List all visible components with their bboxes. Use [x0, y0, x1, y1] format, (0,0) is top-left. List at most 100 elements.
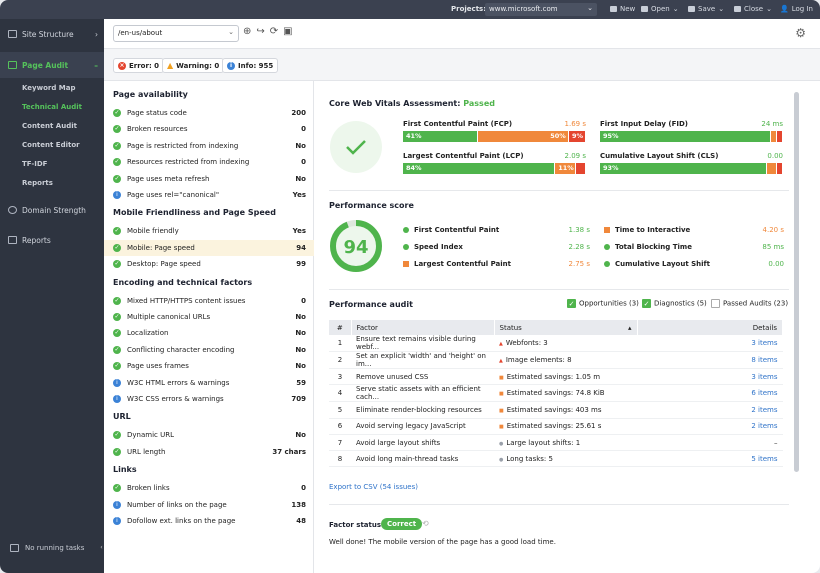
details-link[interactable]: – — [637, 434, 783, 452]
sidebar-item-reports[interactable]: Reports — [0, 227, 104, 253]
factor-label: Page status code — [127, 109, 187, 117]
add-icon[interactable]: ⊕ — [243, 26, 252, 37]
sidebar-item-content-audit[interactable]: Content Audit — [22, 122, 77, 130]
refresh-icon[interactable]: ⟲ — [422, 519, 429, 528]
col-status[interactable]: Status ▴ — [494, 320, 638, 335]
bar-segment: 11% — [555, 163, 575, 174]
factor-row[interactable]: i Number of links on the page 138 — [104, 497, 314, 513]
factor-row[interactable]: ✓ Localization No — [104, 325, 314, 341]
table-row[interactable]: 5 Eliminate render-blocking resources ■ Est… — [329, 401, 783, 419]
checkbox-checked-icon: ✓ — [567, 299, 576, 308]
factor-label: W3C HTML errors & warnings — [127, 378, 230, 387]
gear-icon[interactable]: ⚙ — [795, 26, 806, 40]
factor-row[interactable]: i Page uses rel="canonical" Yes — [104, 187, 314, 203]
new-button[interactable]: New — [610, 5, 635, 13]
bar-segment: 93% — [600, 163, 767, 174]
export-csv-link[interactable]: Export to CSV (54 issues) — [329, 483, 418, 491]
collapse-sidebar-handle[interactable]: ‹ — [98, 539, 105, 557]
details-link[interactable]: 3 items — [637, 368, 783, 386]
check-circle-icon: ✓ — [113, 345, 121, 354]
sidebar-item-tf-idf[interactable]: TF-IDF — [22, 160, 48, 168]
check-circle-icon: ✓ — [113, 362, 121, 371]
factor-row[interactable]: i W3C CSS errors & warnings 709 — [104, 391, 314, 407]
tasks-icon — [10, 544, 19, 552]
details-link[interactable]: 2 items — [637, 401, 783, 419]
passed-audits-checkbox[interactable]: Passed Audits (23) — [711, 299, 788, 308]
cwv-metric-name: First Input Delay (FID) — [600, 120, 689, 128]
opportunities-checkbox[interactable]: ✓ Opportunities (3) — [567, 299, 639, 308]
sidebar-item-page-audit[interactable]: Page Audit – — [0, 52, 104, 78]
factor-label: W3C CSS errors & warnings — [127, 395, 224, 403]
error-count[interactable]: × Error: 0 — [113, 58, 165, 73]
table-row[interactable]: 6 Avoid serving legacy JavaScript ■ Estimat… — [329, 418, 783, 435]
share-icon[interactable]: ↪ — [256, 26, 265, 37]
check-circle-icon: ✓ — [113, 141, 121, 150]
details-link[interactable]: 6 items — [637, 384, 783, 403]
factor-row[interactable]: ✓ Desktop: Page speed 99 — [104, 256, 314, 272]
diagnostics-checkbox[interactable]: ✓ Diagnostics (5) — [642, 299, 707, 308]
factor-row[interactable]: i W3C HTML errors & warnings 59 — [104, 375, 314, 391]
factor-row[interactable]: ✓ Mobile: Page speed 94 — [104, 239, 314, 256]
sidebar-item-technical-audit[interactable]: Technical Audit — [22, 103, 82, 111]
perf-metric-value: 2.75 s — [568, 260, 590, 268]
factor-row[interactable]: ✓ Resources restricted from indexing 0 — [104, 154, 314, 170]
perf-metric-name: First Contentful Paint — [414, 226, 500, 234]
factor-row[interactable]: ✓ Page uses frames No — [104, 358, 314, 374]
factor-row[interactable]: ✓ Dynamic URL No — [104, 427, 314, 443]
factor-row[interactable]: i Dofollow ext. links on the page 48 — [104, 513, 314, 529]
bar-segment: 50% — [477, 131, 568, 142]
project-select[interactable]: www.microsoft.com ⌄ — [485, 3, 597, 16]
factor-row[interactable]: ✓ Broken links 0 — [104, 480, 314, 496]
details-link[interactable]: 3 items — [637, 335, 783, 352]
refresh-icon[interactable]: ⟳ — [269, 26, 279, 37]
issue-counts-bar: × Error: 0 ▲ Warning: 0 i Info: 955 — [104, 49, 820, 81]
check-circle-icon: ✓ — [113, 296, 121, 305]
table-row[interactable]: 3 Remove unused CSS ■ Estimated savings: 1.… — [329, 368, 783, 386]
col-factor[interactable]: Factor — [351, 320, 495, 335]
details-link[interactable]: 8 items — [637, 351, 783, 369]
sidebar-item-site-structure[interactable]: Site Structure › — [0, 21, 104, 47]
factor-row[interactable]: ✓ Page status code 200 — [104, 105, 314, 121]
save-button[interactable]: Save ⌄ — [688, 5, 724, 13]
open-button[interactable]: Open ⌄ — [641, 5, 679, 13]
table-row[interactable]: 2 Set an explicit 'width' and 'height' on… — [329, 351, 783, 369]
sidebar-item-keyword-map[interactable]: Keyword Map — [22, 84, 76, 92]
factor-value: Yes — [292, 227, 306, 236]
url-input[interactable]: /en-us/about ⌄ — [113, 25, 239, 42]
sidebar-item-content-editor[interactable]: Content Editor — [22, 141, 80, 149]
scrollbar[interactable] — [794, 92, 799, 472]
warning-count[interactable]: ▲ Warning: 0 — [162, 58, 225, 73]
login-button[interactable]: 👤 Log In — [780, 5, 813, 13]
details-link[interactable]: 2 items — [637, 418, 783, 435]
cwv-metric-name: Largest Contentful Paint (LCP) — [403, 152, 524, 160]
factor-row[interactable]: ✓ Broken resources 0 — [104, 121, 314, 137]
factor-status-message: Well done! The mobile version of the pag… — [329, 538, 556, 546]
factor-label: Mixed HTTP/HTTPS content issues — [127, 296, 246, 305]
table-row[interactable]: 1 Ensure text remains visible during webf… — [329, 335, 783, 352]
sidebar-item-domain-strength[interactable]: Domain Strength — [0, 197, 104, 223]
table-row[interactable]: 7 Avoid large layout shifts ● Large layout … — [329, 434, 783, 452]
status-cell: ● Large layout shifts: 1 — [494, 434, 637, 452]
performance-title: Performance score — [329, 201, 414, 210]
status-cell: ■ Estimated savings: 74.8 KiB — [494, 384, 637, 403]
table-row[interactable]: 8 Avoid long main-thread tasks ● Long tasks… — [329, 450, 783, 468]
running-tasks-status[interactable]: No running tasks — [10, 544, 84, 552]
col-details[interactable]: Details — [637, 320, 783, 335]
factor-row[interactable]: ✓ URL length 37 chars — [104, 444, 314, 460]
factor-row[interactable]: ✓ Conflicting character encoding No — [104, 342, 314, 358]
info-count[interactable]: i Info: 955 — [222, 58, 279, 73]
close-button[interactable]: Close ⌄ — [734, 5, 772, 13]
schedule-icon[interactable]: ▣ — [283, 26, 293, 37]
factor-row[interactable]: ✓ Mobile friendly Yes — [104, 223, 314, 239]
sidebar-item-reports-sub[interactable]: Reports — [22, 179, 53, 187]
details-link[interactable]: 5 items — [637, 450, 783, 468]
factor-row[interactable]: ✓ Page uses meta refresh No — [104, 171, 314, 187]
bar-segment — [777, 131, 782, 142]
table-row[interactable]: 4 Serve static assets with an efficient c… — [329, 384, 783, 403]
col-number[interactable]: # — [329, 320, 352, 335]
status-cell: ■ Estimated savings: 25.61 s — [494, 418, 637, 435]
factor-row[interactable]: ✓ Mixed HTTP/HTTPS content issues 0 — [104, 293, 314, 309]
factor-row[interactable]: ✓ Multiple canonical URLs No — [104, 309, 314, 325]
factor-row[interactable]: ✓ Page is restricted from indexing No — [104, 138, 314, 154]
factor-label: Dofollow ext. links on the page — [127, 517, 236, 525]
